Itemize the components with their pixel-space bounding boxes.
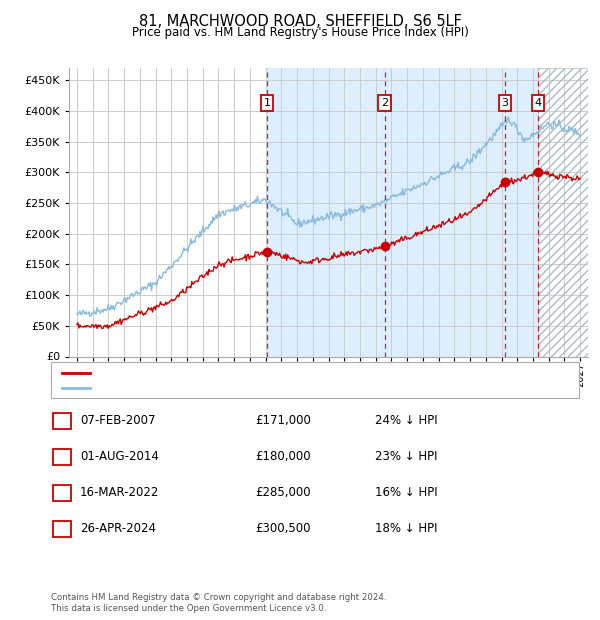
Text: 07-FEB-2007: 07-FEB-2007 (80, 415, 155, 427)
Text: 23% ↓ HPI: 23% ↓ HPI (375, 451, 437, 463)
Text: 4: 4 (58, 523, 65, 535)
Text: Contains HM Land Registry data © Crown copyright and database right 2024.
This d: Contains HM Land Registry data © Crown c… (51, 593, 386, 613)
Bar (538, 68, 588, 356)
Text: 2: 2 (58, 451, 65, 463)
Text: 2: 2 (381, 98, 388, 108)
Text: £285,000: £285,000 (255, 487, 311, 499)
Text: HPI: Average price, detached house, Sheffield: HPI: Average price, detached house, Shef… (95, 383, 334, 393)
Text: 81, MARCHWOOD ROAD, SHEFFIELD, S6 5LF (detached house): 81, MARCHWOOD ROAD, SHEFFIELD, S6 5LF (d… (95, 368, 419, 378)
Text: 26-APR-2024: 26-APR-2024 (80, 523, 156, 535)
Text: 16-MAR-2022: 16-MAR-2022 (80, 487, 159, 499)
Text: 18% ↓ HPI: 18% ↓ HPI (375, 523, 437, 535)
Text: £171,000: £171,000 (255, 415, 311, 427)
Text: 4: 4 (535, 98, 542, 108)
Text: 1: 1 (263, 98, 271, 108)
Bar (538, 68, 588, 356)
Text: £180,000: £180,000 (255, 451, 311, 463)
Text: 81, MARCHWOOD ROAD, SHEFFIELD, S6 5LF: 81, MARCHWOOD ROAD, SHEFFIELD, S6 5LF (139, 14, 461, 29)
Text: 24% ↓ HPI: 24% ↓ HPI (375, 415, 437, 427)
Text: 16% ↓ HPI: 16% ↓ HPI (375, 487, 437, 499)
Text: £300,500: £300,500 (255, 523, 311, 535)
Text: 3: 3 (58, 487, 65, 499)
Bar (267, 68, 538, 356)
Text: 01-AUG-2014: 01-AUG-2014 (80, 451, 158, 463)
Text: 1: 1 (58, 415, 65, 427)
Text: 3: 3 (502, 98, 508, 108)
Text: Price paid vs. HM Land Registry's House Price Index (HPI): Price paid vs. HM Land Registry's House … (131, 26, 469, 39)
